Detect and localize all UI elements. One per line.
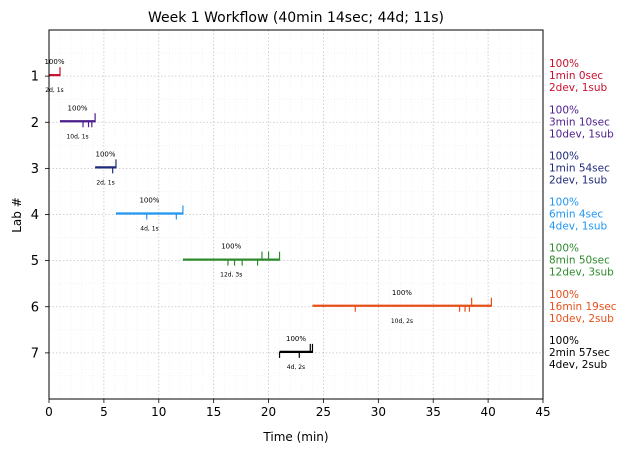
y-tick-label: 2 — [31, 116, 39, 131]
right-annotation: 2dev, 1sub — [549, 82, 608, 94]
x-tick-label: 25 — [316, 405, 331, 419]
right-annotation: 100% — [549, 150, 579, 162]
y-tick-label: 1 — [31, 70, 39, 85]
right-annotation: 1min 54sec — [549, 162, 610, 174]
y-tick-label: 4 — [31, 208, 39, 223]
x-tick-label: 35 — [426, 405, 441, 419]
right-annotation: 100% — [549, 243, 579, 255]
x-tick-label: 40 — [480, 405, 495, 419]
x-tick-label: 10 — [151, 405, 166, 419]
count-label: 10d, 1s — [66, 133, 88, 140]
y-tick-label: 3 — [31, 162, 39, 177]
percent-label: 100% — [392, 289, 412, 297]
x-tick-label: 5 — [100, 405, 108, 419]
count-label: 10d, 2s — [391, 318, 413, 325]
count-label: 4d, 2s — [287, 364, 305, 371]
y-tick-label: 6 — [31, 300, 39, 315]
y-tick-label: 5 — [31, 254, 39, 269]
chart-title: Week 1 Workflow (40min 14sec; 44d; 11s) — [148, 10, 444, 26]
x-tick-label: 45 — [535, 405, 550, 419]
percent-label: 100% — [139, 197, 159, 205]
right-annotation: 4dev, 1sub — [549, 221, 608, 233]
right-annotation: 8min 50sec — [549, 255, 610, 267]
percent-label: 100% — [68, 104, 88, 112]
count-label: 4d, 1s — [140, 226, 158, 233]
right-annotation: 2dev, 1sub — [549, 174, 608, 186]
x-tick-label: 0 — [45, 405, 53, 419]
count-label: 2d, 1s — [96, 179, 114, 186]
right-annotation: 10dev, 2sub — [549, 313, 614, 325]
y-axis-label: Lab # — [10, 197, 24, 233]
right-annotation: 10dev, 1sub — [549, 128, 614, 140]
percent-label: 100% — [221, 243, 241, 251]
x-tick-label: 30 — [371, 405, 386, 419]
right-annotation: 2min 57sec — [549, 347, 610, 359]
percent-label: 100% — [44, 58, 64, 66]
right-annotation: 12dev, 3sub — [549, 267, 614, 279]
right-annotation: 3min 10sec — [549, 116, 610, 128]
count-label: 2d, 1s — [45, 87, 63, 94]
percent-label: 100% — [286, 335, 306, 343]
x-tick-label: 15 — [206, 405, 221, 419]
y-tick-label: 7 — [31, 346, 39, 361]
x-tick-label: 20 — [261, 405, 276, 419]
right-annotation: 4dev, 2sub — [549, 359, 608, 371]
percent-label: 100% — [96, 150, 116, 158]
right-annotation: 16min 19sec — [549, 301, 617, 313]
right-annotation: 100% — [549, 197, 579, 209]
plot-frame — [48, 29, 544, 400]
right-annotation: 100% — [549, 104, 579, 116]
right-annotation: 1min 0sec — [549, 70, 603, 82]
right-annotation: 100% — [549, 335, 579, 347]
right-annotation: 100% — [549, 58, 579, 70]
right-annotation: 6min 4sec — [549, 209, 603, 221]
count-label: 12d, 3s — [220, 272, 242, 279]
x-axis-label: Time (min) — [262, 430, 328, 444]
right-annotation: 100% — [549, 289, 579, 301]
